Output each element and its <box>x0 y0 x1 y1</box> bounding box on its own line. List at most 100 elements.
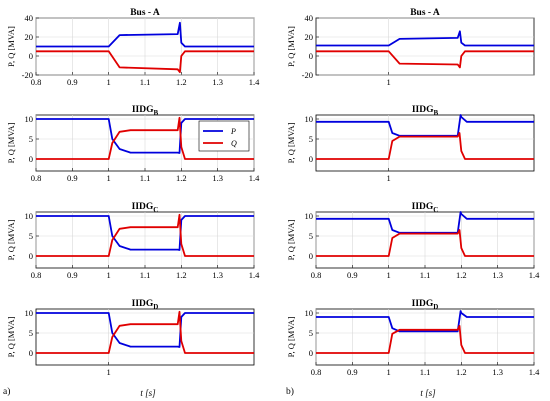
legend-label-P: P <box>230 127 236 136</box>
chart-panel-a3: 0.8 0.9 1 1.1 1.2 1.3 1.4 0 5 10 IIDGC P, Q [MVA] <box>6 202 260 280</box>
y-axis-label: P, Q [MVA] <box>6 219 16 260</box>
y-tick-label: 10 <box>305 114 314 124</box>
x-tick-label: 1.1 <box>140 270 151 280</box>
y-tick-label: 10 <box>305 211 314 221</box>
x-tick-label: 1 <box>387 270 391 280</box>
chart-panel-a2: 0.8 0.9 1 1.1 1.2 1.3 1.4 0 5 10 IIDGB P, Q [MVA] PQ <box>6 105 260 183</box>
x-tick-label: 1 <box>387 77 391 87</box>
panels: 0.8 0.9 1 1.1 1.2 1.3 1.4 -20 0 20 40 Bus - A P, Q [… <box>6 8 540 377</box>
y-tick-label: 0 <box>309 154 313 164</box>
panel-title: IIDGD <box>132 299 159 311</box>
panel-title: IIDGB <box>132 105 159 117</box>
x-axis-label-a: t [s] <box>140 388 156 398</box>
x-tick-label: 1.2 <box>456 270 467 280</box>
y-tick-label: 10 <box>305 308 314 318</box>
x-tick-label: 0.8 <box>311 270 322 280</box>
x-tick-label: 0.9 <box>67 77 78 87</box>
y-tick-label: 10 <box>25 308 34 318</box>
y-tick-label: 5 <box>309 328 313 338</box>
series-line-Q <box>36 310 254 354</box>
x-tick-label: 1 <box>107 173 111 183</box>
x-tick-label: 1 <box>107 270 111 280</box>
plot-area <box>35 308 255 366</box>
legend: PQ <box>198 120 250 152</box>
x-tick-label: 0.9 <box>347 270 358 280</box>
y-axis-label: P, Q [MVA] <box>286 219 296 260</box>
series-line-Q <box>36 213 254 257</box>
caption-a: a) <box>3 386 10 397</box>
caption-b: b) <box>286 386 294 397</box>
y-tick-label: 0 <box>29 51 33 61</box>
legend-label-Q: Q <box>231 139 237 148</box>
chart-panel-b1: 1 -20 0 20 40 Bus - A P, Q [MVA] <box>286 8 535 87</box>
panel-title: IIDGC <box>412 202 439 214</box>
y-tick-label: 5 <box>29 328 33 338</box>
chart-panel-b4: 0.8 0.9 1 1.1 1.2 1.3 1.4 0 5 10 IIDGD P, Q [MVA] <box>286 299 540 377</box>
panel-title: IIDGD <box>412 299 439 311</box>
x-tick-label: 1.2 <box>176 270 187 280</box>
y-tick-label: 5 <box>29 231 33 241</box>
y-tick-label: 40 <box>305 13 314 23</box>
x-tick-label: 0.8 <box>31 77 42 87</box>
x-tick-label: 1 <box>387 173 391 183</box>
chart-panel-a1: 0.8 0.9 1 1.1 1.2 1.3 1.4 -20 0 20 40 Bus - A P, Q [… <box>6 8 260 87</box>
x-tick-label: 1.3 <box>492 270 503 280</box>
y-tick-label: 5 <box>309 231 313 241</box>
x-tick-label: 1.2 <box>176 77 187 87</box>
x-tick-label: 1.4 <box>249 270 260 280</box>
series-line-P <box>36 118 254 154</box>
y-tick-label: -20 <box>22 70 33 80</box>
y-axis-label: P, Q [MVA] <box>6 122 16 163</box>
x-tick-label: 0.9 <box>67 173 78 183</box>
y-axis-label: P, Q [MVA] <box>286 26 296 67</box>
x-tick-label: 1.1 <box>140 77 151 87</box>
x-tick-label: 1 <box>107 367 111 377</box>
series-line-Q <box>316 132 534 160</box>
x-tick-label: 1.1 <box>140 173 151 183</box>
y-axis-label: P, Q [MVA] <box>286 316 296 357</box>
series-line-Q <box>316 229 534 257</box>
y-axis-label: P, Q [MVA] <box>6 316 16 357</box>
series-line-P <box>316 30 534 47</box>
x-tick-label: 1 <box>387 367 391 377</box>
y-axis-label: P, Q [MVA] <box>6 26 16 67</box>
x-tick-label: 1.4 <box>529 270 540 280</box>
plot-area <box>315 114 535 172</box>
x-tick-label: 1.3 <box>212 270 223 280</box>
panel-title: IIDGC <box>132 202 159 214</box>
y-tick-label: -20 <box>302 70 313 80</box>
x-tick-label: 1.1 <box>420 270 431 280</box>
y-tick-label: 10 <box>25 114 34 124</box>
legend-box <box>198 120 250 152</box>
series-line-Q <box>36 50 254 74</box>
y-axis-label: P, Q [MVA] <box>286 122 296 163</box>
y-tick-label: 20 <box>25 32 34 42</box>
series-line-P <box>36 21 254 48</box>
y-tick-label: 0 <box>309 51 313 61</box>
y-tick-label: 0 <box>29 154 33 164</box>
panel-title: Bus - A <box>410 8 440 18</box>
y-tick-label: 0 <box>29 251 33 261</box>
x-axis-label-b: t [s] <box>420 388 436 398</box>
y-tick-label: 0 <box>309 251 313 261</box>
y-tick-label: 10 <box>25 211 34 221</box>
x-tick-label: 1.1 <box>420 367 431 377</box>
series-line-Q <box>36 116 254 160</box>
y-tick-label: 5 <box>309 134 313 144</box>
chart-panel-b3: 0.8 0.9 1 1.1 1.2 1.3 1.4 0 5 10 IIDGC P, Q [MVA] <box>286 202 540 280</box>
x-tick-label: 1.2 <box>176 173 187 183</box>
x-tick-label: 0.9 <box>67 270 78 280</box>
series-line-Q <box>316 324 534 354</box>
y-tick-label: 20 <box>305 32 314 42</box>
panel-title: Bus - A <box>130 8 160 18</box>
panel-title: IIDGB <box>412 105 439 117</box>
x-tick-label: 0.8 <box>311 367 322 377</box>
series-line-P <box>316 310 534 333</box>
plot-area <box>315 17 535 76</box>
x-tick-label: 0.8 <box>31 270 42 280</box>
x-tick-label: 1.3 <box>212 173 223 183</box>
y-tick-label: 40 <box>25 13 34 23</box>
y-tick-label: 0 <box>309 348 313 358</box>
